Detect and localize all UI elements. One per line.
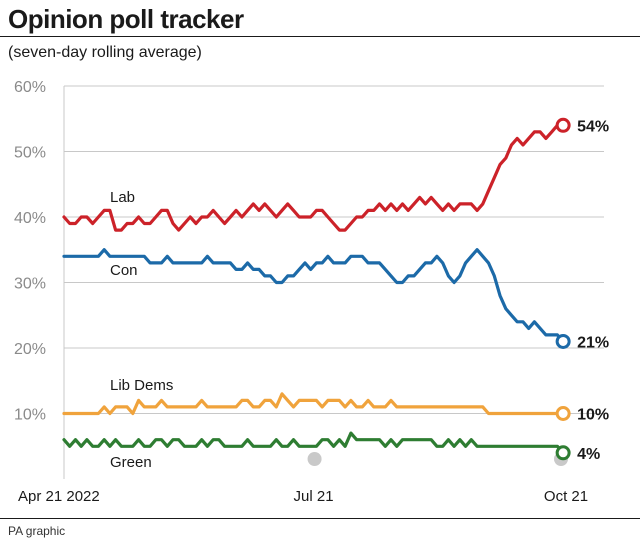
y-tick-label: 50% xyxy=(14,145,46,162)
credit-text: PA graphic xyxy=(8,524,66,538)
series-line-lib-dems xyxy=(62,392,565,416)
series-label: Lab xyxy=(110,189,135,206)
end-point-marker xyxy=(555,333,571,349)
series-line-lab xyxy=(62,123,565,232)
x-tick-label: Oct 21 xyxy=(544,488,588,505)
y-tick-label: 60% xyxy=(14,79,46,96)
x-tick-label: Apr 21 2022 xyxy=(18,488,100,505)
y-tick-label: 20% xyxy=(14,341,46,358)
end-value-label: 54% xyxy=(577,118,609,135)
y-tick-label: 10% xyxy=(14,407,46,424)
x-tick-label: Jul 21 xyxy=(294,488,334,505)
chart-subtitle: (seven-day rolling average) xyxy=(8,44,202,61)
y-tick-label: 40% xyxy=(14,210,46,227)
y-tick-label: 30% xyxy=(14,276,46,293)
footer-rule xyxy=(0,518,640,519)
series-line-green xyxy=(62,431,565,455)
end-point-marker xyxy=(555,406,571,421)
end-point-marker xyxy=(555,445,571,461)
end-value-label: 21% xyxy=(577,334,609,351)
series-label: Lib Dems xyxy=(110,377,173,394)
series-line-con xyxy=(62,248,565,344)
chart-title: Opinion poll tracker xyxy=(8,4,244,34)
series-label: Con xyxy=(110,262,138,279)
x-marker-dot xyxy=(307,452,322,466)
series-label: Green xyxy=(110,454,152,471)
end-value-label: 10% xyxy=(577,407,609,424)
end-point-marker xyxy=(555,117,571,133)
end-value-label: 4% xyxy=(577,446,600,463)
title-rule xyxy=(0,36,640,37)
